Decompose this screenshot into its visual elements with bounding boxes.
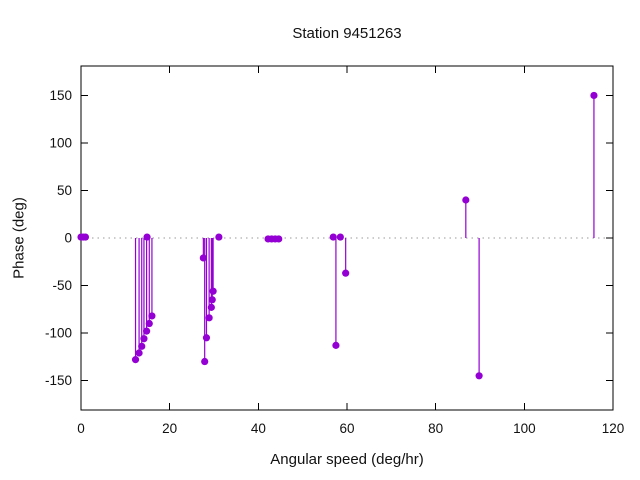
data-point xyxy=(462,196,470,204)
y-tick-label: 100 xyxy=(49,135,72,150)
data-points xyxy=(77,91,598,380)
x-tick-label: 60 xyxy=(339,421,354,436)
data-point xyxy=(275,235,283,243)
data-point xyxy=(145,319,153,328)
x-axis-label: Angular speed (deg/hr) xyxy=(270,451,424,468)
data-point xyxy=(332,341,340,349)
x-tick-label: 0 xyxy=(77,421,85,436)
y-tick-label: 0 xyxy=(64,231,72,246)
x-tick-label: 120 xyxy=(602,421,625,436)
data-point xyxy=(205,314,213,322)
data-point xyxy=(202,334,211,342)
y-tick-label: -50 xyxy=(52,278,72,293)
y-tick-label: 150 xyxy=(49,88,72,103)
y-tick-label: -150 xyxy=(45,373,72,388)
x-tick-label: 20 xyxy=(162,421,177,436)
data-point xyxy=(143,327,151,335)
x-tick-label: 100 xyxy=(513,421,536,436)
y-axis-ticks: -150 -100 -50 0 50 100 150 xyxy=(45,88,613,388)
data-point xyxy=(201,357,209,366)
data-point xyxy=(215,233,223,241)
chart-title: Station 9451263 xyxy=(292,25,402,42)
x-tick-label: 80 xyxy=(428,421,443,436)
x-axis-ticks: 0 20 40 60 80 100 120 xyxy=(77,66,624,436)
data-point xyxy=(138,342,146,350)
x-tick-label: 40 xyxy=(251,421,266,436)
data-point xyxy=(590,91,598,100)
data-point xyxy=(143,233,151,241)
impulse-stems xyxy=(134,95,595,376)
data-point xyxy=(207,303,215,311)
data-point xyxy=(209,287,217,295)
data-point xyxy=(475,372,483,380)
data-point xyxy=(148,312,156,320)
data-point xyxy=(336,233,344,241)
data-point xyxy=(342,269,350,277)
data-point xyxy=(140,335,148,343)
data-point xyxy=(131,356,140,364)
data-point xyxy=(135,349,143,357)
data-point xyxy=(208,296,216,304)
y-tick-label: -100 xyxy=(45,326,72,341)
data-point xyxy=(199,254,207,262)
data-point xyxy=(81,233,90,241)
data-point xyxy=(329,233,337,241)
y-tick-label: 50 xyxy=(57,183,72,198)
